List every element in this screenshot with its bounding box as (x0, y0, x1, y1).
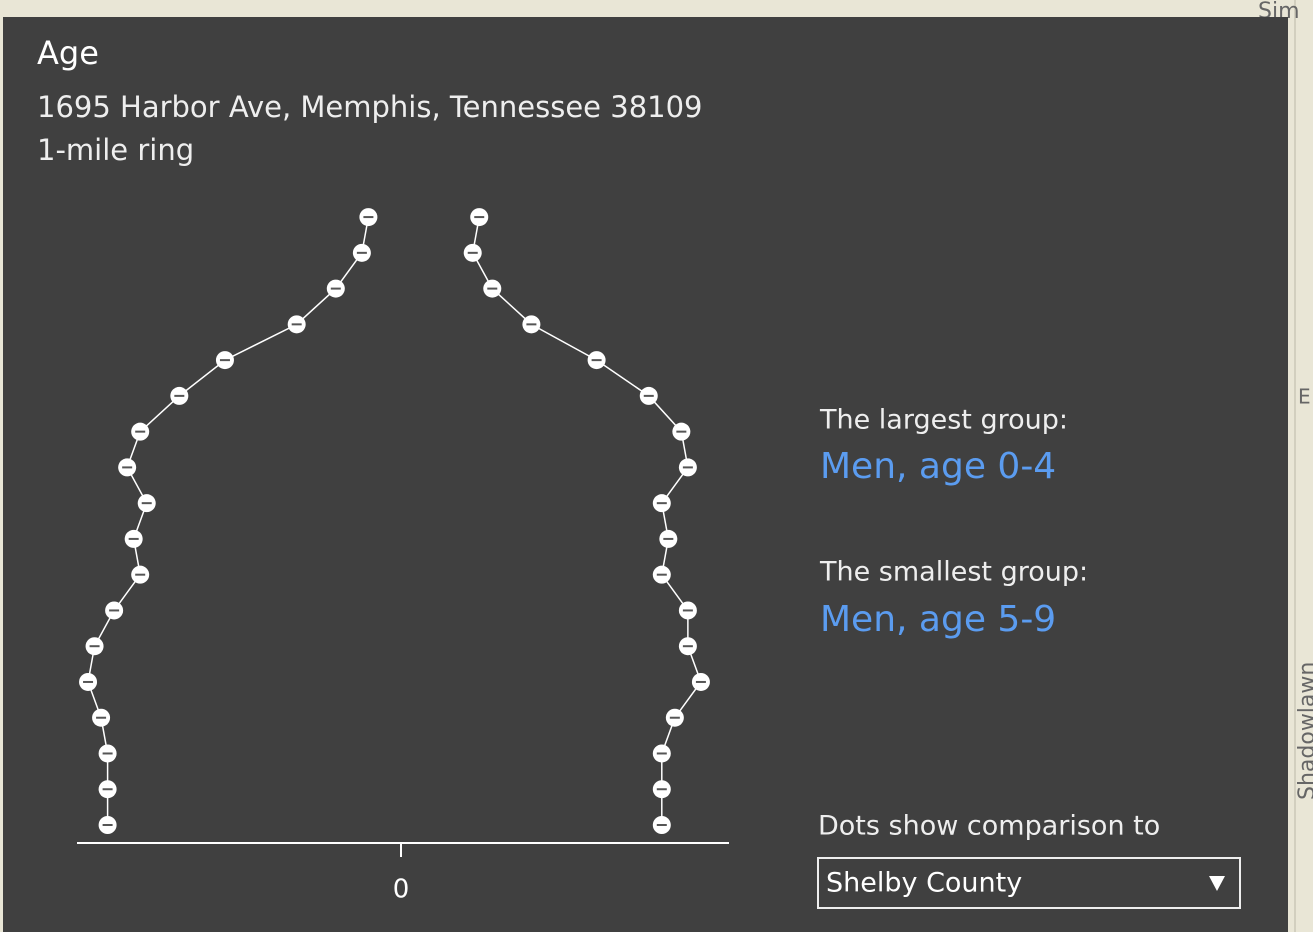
smallest-value: Men, age 5-9 (820, 599, 1056, 640)
largest-value: Men, age 0-4 (820, 446, 1056, 487)
map-label: E (1298, 385, 1311, 409)
select-arrow[interactable] (1209, 876, 1225, 891)
smallest-label: The smallest group: (819, 557, 1088, 588)
select-value[interactable]: Shelby County (826, 868, 1022, 899)
popup (3, 17, 1288, 932)
ring: 1-mile ring (37, 133, 194, 167)
x-tick-label: 0 (393, 875, 410, 905)
map-label: Shadowlawn (1295, 662, 1313, 800)
comparison-label: Dots show comparison to (818, 811, 1160, 842)
select-box[interactable] (817, 857, 1241, 909)
largest-label: The largest group: (819, 405, 1068, 436)
address: 1695 Harbor Ave, Memphis, Tennessee 3810… (37, 90, 703, 124)
comparison-select[interactable]: Shelby County (817, 857, 1241, 909)
popup-title: Age (37, 34, 99, 72)
